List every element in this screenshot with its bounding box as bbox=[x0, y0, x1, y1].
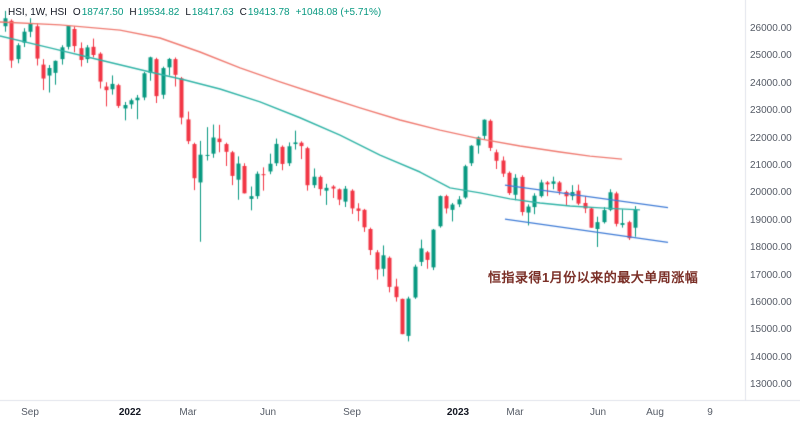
annotation-text[interactable]: 恒指录得1月份以来的最大单周涨幅 bbox=[488, 270, 699, 285]
close-value: C19413.78 bbox=[239, 7, 290, 18]
legend: HSI, 1W, HSI O18747.50 H19534.82 L18417.… bbox=[8, 7, 381, 18]
change-value: +1048.08 (+5.71%) bbox=[295, 7, 382, 18]
open-value: O18747.50 bbox=[72, 7, 124, 18]
symbol-title[interactable]: HSI, 1W, HSI bbox=[8, 7, 67, 18]
high-value: H19534.82 bbox=[129, 7, 180, 18]
low-value: L18417.63 bbox=[185, 7, 234, 18]
